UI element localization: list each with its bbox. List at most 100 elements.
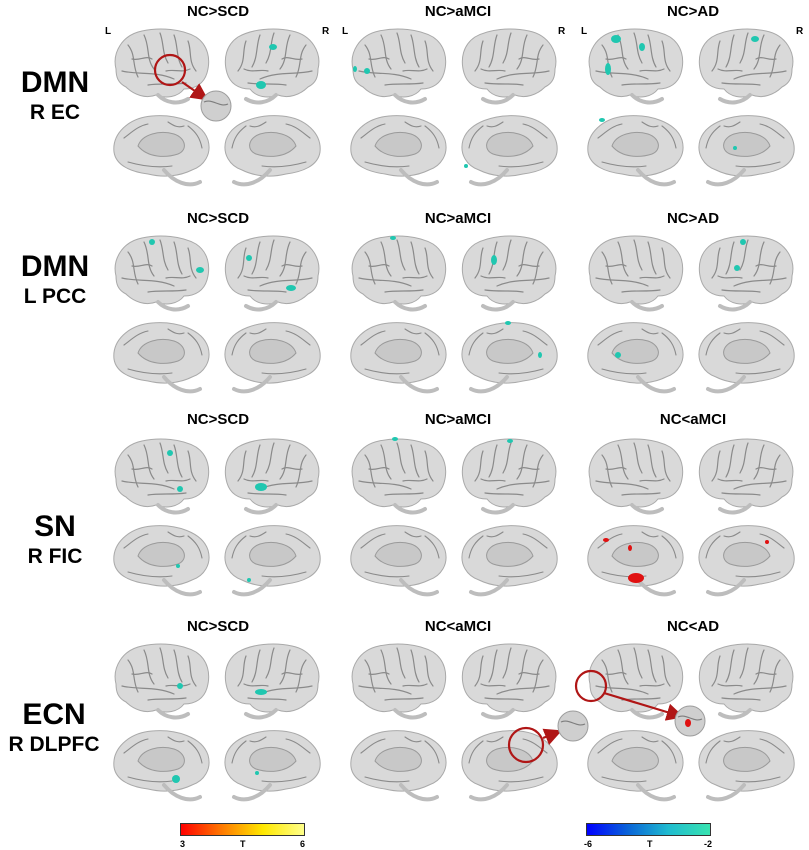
negative-cluster (255, 771, 259, 775)
left-hemisphere-label: L (105, 26, 112, 37)
negative-cluster (605, 63, 611, 75)
lateral-brain-surface (461, 438, 557, 515)
panel-title: NC<AD (666, 618, 720, 635)
row-label-3: SN R FIC (10, 510, 100, 570)
panel-title: NC>SCD (186, 618, 250, 635)
lateral-brain-surface (351, 643, 447, 720)
lateral-brain-surface (224, 643, 320, 720)
network-name: DMN (20, 66, 90, 99)
negative-cluster (615, 352, 621, 358)
positive-cluster (603, 538, 609, 542)
lateral-brain-surface (461, 28, 557, 105)
colorbar-min-label: 3 (180, 839, 186, 849)
negative-cluster (149, 239, 155, 245)
left-hemisphere-label: L (581, 26, 588, 37)
negative-cluster (176, 564, 180, 568)
lateral-brain-surface (698, 438, 794, 515)
panel-title: NC>AD (666, 3, 720, 20)
lateral-brain-surface (588, 235, 684, 312)
medial-brain-surface (350, 525, 447, 597)
row-label-1: DMN R EC (10, 66, 100, 126)
network-name: ECN (22, 698, 86, 731)
negative-cluster (733, 146, 737, 150)
medial-brain-surface (113, 322, 210, 394)
medial-brain-surface (461, 321, 558, 394)
positive-cluster (628, 545, 632, 551)
lateral-brain-surface (698, 235, 794, 312)
medial-brain-surface (350, 322, 447, 394)
lateral-brain-surface (698, 643, 794, 720)
negative-cluster (286, 285, 296, 291)
medial-brain-surface (113, 525, 210, 597)
colorbar-axis-label: T (240, 839, 246, 849)
lateral-brain-surface (114, 438, 210, 515)
right-hemisphere-label: R (322, 26, 330, 37)
colorbar-min-label: -6 (584, 839, 593, 849)
negative-cluster (392, 437, 398, 441)
panel-title: NC>aMCI (424, 411, 492, 428)
negative-colorbar (586, 823, 711, 836)
colorbar-max-label: -2 (704, 839, 713, 849)
negative-cluster (246, 255, 252, 261)
medial-brain-surface (587, 322, 684, 394)
seed-region: L PCC (23, 285, 87, 308)
lateral-brain-surface (351, 235, 447, 312)
negative-cluster (734, 265, 740, 271)
negative-cluster (611, 35, 621, 43)
seed-region: R FIC (27, 545, 83, 568)
panel-title: NC>AD (666, 210, 720, 227)
colorbar-max-label: 6 (300, 839, 306, 849)
panel-title: NC>SCD (186, 3, 250, 20)
medial-brain-surface (587, 730, 684, 802)
row-label-2: DMN L PCC (10, 250, 100, 310)
medial-brain-surface (461, 730, 558, 802)
negative-cluster (255, 483, 267, 491)
negative-cluster (538, 352, 542, 358)
negative-cluster (639, 43, 645, 51)
right-hemisphere-label: R (558, 26, 566, 37)
negative-cluster (196, 267, 204, 273)
medial-brain-surface (350, 730, 447, 802)
right-hemisphere-label: R (796, 26, 804, 37)
network-name: SN (34, 510, 76, 543)
lateral-brain-surface (698, 28, 794, 105)
negative-cluster (507, 439, 513, 443)
left-hemisphere-label: L (342, 26, 349, 37)
negative-cluster (256, 81, 266, 89)
lateral-brain-surface (588, 438, 684, 515)
negative-cluster (751, 36, 759, 42)
negative-cluster (740, 239, 746, 245)
negative-cluster (491, 255, 497, 265)
negative-cluster (353, 66, 357, 72)
panel-title: NC<aMCI (424, 618, 492, 635)
medial-brain-surface (350, 115, 447, 187)
positive-colorbar (180, 823, 305, 836)
medial-brain-surface (224, 730, 321, 802)
network-name: DMN (20, 250, 90, 283)
row-label-4: ECN R DLPFC (0, 698, 108, 758)
lateral-brain-surface (351, 437, 447, 515)
positive-cluster (628, 573, 644, 583)
negative-cluster (255, 689, 267, 695)
negative-cluster (247, 578, 251, 582)
medial-brain-surface (698, 730, 795, 802)
lateral-brain-surface (114, 235, 210, 312)
medial-brain-surface (698, 115, 795, 187)
lateral-brain-surface (588, 643, 684, 720)
lateral-brain-surface (351, 28, 447, 105)
medial-brain-surface (587, 115, 684, 187)
lateral-brain-surface (114, 28, 210, 105)
negative-cluster (177, 683, 183, 689)
medial-brain-surface (113, 730, 210, 802)
medial-brain-surface (224, 115, 321, 187)
negative-cluster (177, 486, 183, 492)
lateral-brain-surface (224, 235, 320, 312)
positive-cluster (765, 540, 769, 544)
negative-cluster (269, 44, 277, 50)
lateral-brain-surface (224, 438, 320, 515)
lateral-brain-surface (461, 235, 557, 312)
medial-brain-surface (224, 525, 321, 597)
lateral-brain-surface (461, 643, 557, 720)
negative-cluster (172, 775, 180, 783)
negative-cluster (167, 450, 173, 456)
